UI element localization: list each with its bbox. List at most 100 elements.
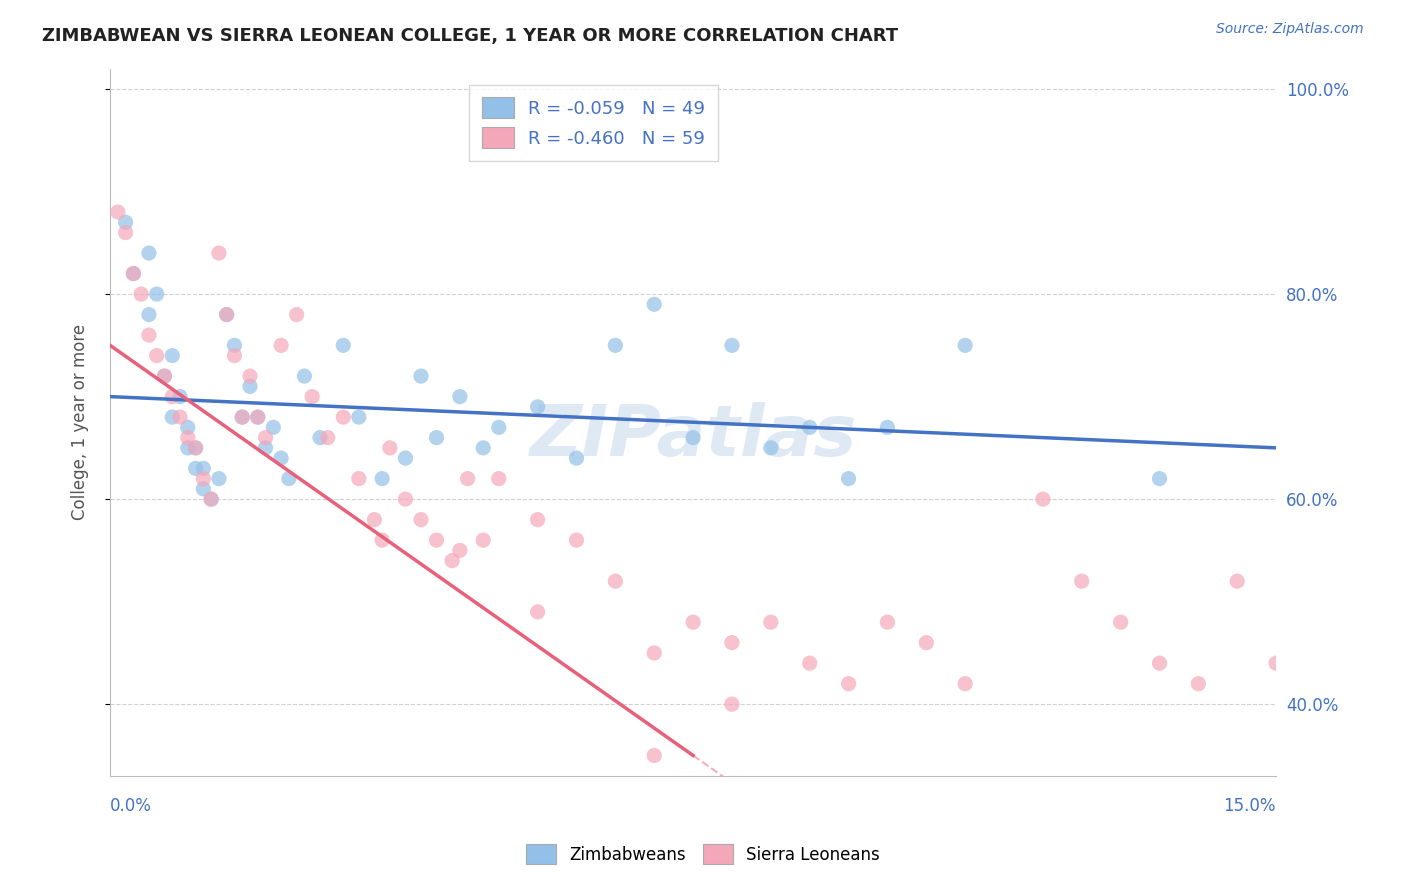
Point — [371, 533, 394, 548]
Point — [224, 349, 246, 363]
Point — [145, 287, 167, 301]
Point — [114, 226, 136, 240]
Point — [425, 431, 447, 445]
Point — [254, 441, 277, 455]
Point — [239, 369, 262, 384]
Point — [138, 328, 160, 343]
Point — [565, 451, 588, 466]
Point — [270, 338, 292, 352]
Text: 0.0%: 0.0% — [110, 797, 152, 815]
Point — [1032, 492, 1054, 507]
Point — [838, 676, 860, 690]
Point — [394, 451, 416, 466]
Point — [177, 420, 200, 434]
Point — [526, 400, 548, 414]
Point — [799, 420, 821, 434]
Point — [759, 615, 782, 629]
Point — [347, 472, 370, 486]
Point — [294, 369, 316, 384]
Point — [153, 369, 176, 384]
Point — [138, 246, 160, 260]
Point — [162, 410, 184, 425]
Point — [169, 390, 191, 404]
Point — [347, 410, 370, 425]
Point — [682, 431, 704, 445]
Point — [759, 441, 782, 455]
Point — [876, 615, 898, 629]
Point — [605, 338, 627, 352]
Point — [184, 461, 207, 475]
Point — [193, 482, 215, 496]
Point — [1149, 656, 1171, 670]
Point — [177, 441, 200, 455]
Point — [162, 349, 184, 363]
Point — [526, 513, 548, 527]
Point — [472, 533, 495, 548]
Point — [246, 410, 269, 425]
Point — [1187, 676, 1209, 690]
Point — [409, 513, 432, 527]
Point — [449, 543, 471, 558]
Point — [169, 410, 191, 425]
Point — [876, 420, 898, 434]
Point — [526, 605, 548, 619]
Point — [472, 441, 495, 455]
Point — [301, 390, 323, 404]
Point — [122, 267, 145, 281]
Point — [441, 554, 464, 568]
Point — [643, 748, 665, 763]
Point — [254, 431, 277, 445]
Point — [838, 472, 860, 486]
Point — [184, 441, 207, 455]
Point — [129, 287, 152, 301]
Point — [270, 451, 292, 466]
Point — [721, 697, 744, 711]
Point — [193, 461, 215, 475]
Point — [309, 431, 332, 445]
Point — [200, 492, 222, 507]
Legend: Zimbabweans, Sierra Leoneans: Zimbabweans, Sierra Leoneans — [519, 838, 887, 871]
Point — [153, 369, 176, 384]
Point — [409, 369, 432, 384]
Text: 15.0%: 15.0% — [1223, 797, 1277, 815]
Point — [1070, 574, 1092, 589]
Point — [799, 656, 821, 670]
Point — [605, 574, 627, 589]
Point — [363, 513, 385, 527]
Point — [1109, 615, 1132, 629]
Point — [643, 646, 665, 660]
Point — [122, 267, 145, 281]
Point — [394, 492, 416, 507]
Point — [332, 338, 354, 352]
Point — [721, 338, 744, 352]
Legend: R = -0.059   N = 49, R = -0.460   N = 59: R = -0.059 N = 49, R = -0.460 N = 59 — [470, 85, 718, 161]
Text: ZIPatlas: ZIPatlas — [530, 402, 856, 471]
Point — [643, 297, 665, 311]
Point — [682, 615, 704, 629]
Point — [193, 472, 215, 486]
Point — [953, 676, 976, 690]
Point — [239, 379, 262, 393]
Point — [177, 431, 200, 445]
Point — [449, 390, 471, 404]
Point — [378, 441, 401, 455]
Point — [145, 349, 167, 363]
Point — [488, 472, 510, 486]
Point — [371, 472, 394, 486]
Text: Source: ZipAtlas.com: Source: ZipAtlas.com — [1216, 22, 1364, 37]
Point — [224, 338, 246, 352]
Point — [215, 308, 238, 322]
Point — [208, 246, 231, 260]
Point — [316, 431, 339, 445]
Point — [457, 472, 479, 486]
Point — [488, 420, 510, 434]
Point — [231, 410, 253, 425]
Point — [565, 533, 588, 548]
Point — [231, 410, 253, 425]
Point — [262, 420, 284, 434]
Point — [277, 472, 299, 486]
Point — [332, 410, 354, 425]
Point — [107, 205, 129, 219]
Point — [200, 492, 222, 507]
Point — [246, 410, 269, 425]
